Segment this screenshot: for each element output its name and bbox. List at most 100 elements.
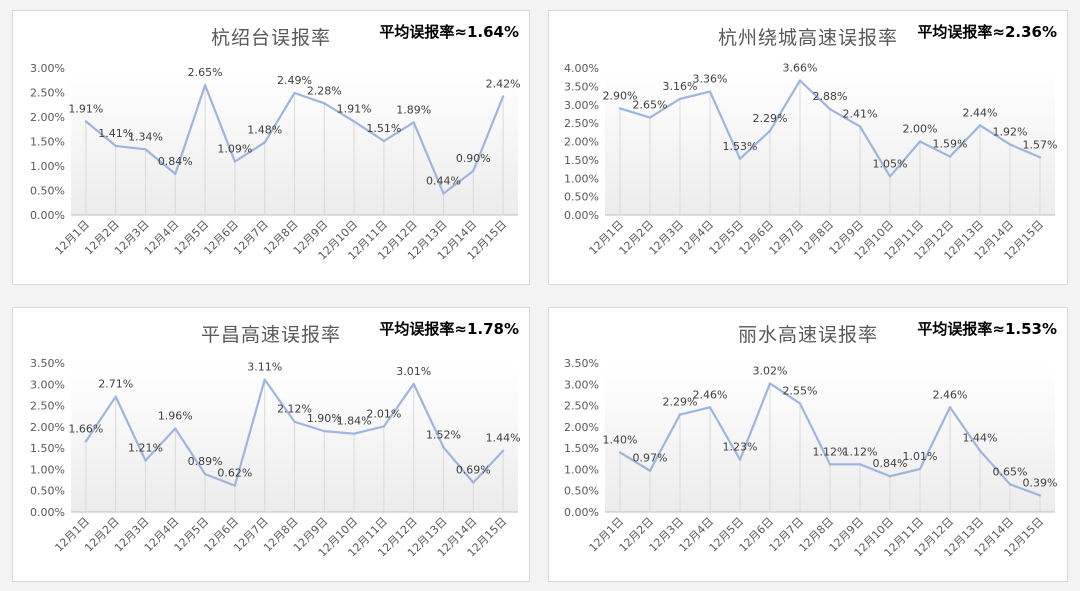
y-tick-label: 1.00% — [30, 463, 65, 476]
y-tick-label: 3.00% — [564, 378, 599, 391]
data-label: 0.97% — [633, 452, 668, 465]
data-label: 1.48% — [247, 123, 282, 136]
data-label: 1.51% — [366, 122, 401, 135]
data-label: 1.66% — [68, 422, 103, 435]
data-label: 1.44% — [963, 432, 998, 445]
data-label: 1.34% — [128, 130, 163, 143]
data-label: 2.55% — [783, 384, 818, 397]
data-point — [708, 90, 712, 93]
y-tick-label: 0.00% — [30, 209, 65, 222]
data-point — [233, 160, 237, 163]
data-label: 1.92% — [993, 125, 1028, 138]
chart-panel-pingchang: 平昌高速误报率 平均误报率≈1.78% 0.00% 0.50% 1.00% 1.50%… — [12, 307, 530, 582]
data-label: 1.84% — [337, 415, 372, 428]
chart-title: 杭绍台误报率 — [210, 27, 331, 49]
data-label: 2.28% — [307, 84, 342, 97]
data-point — [798, 402, 802, 405]
data-point — [472, 481, 475, 484]
data-label: 2.42% — [486, 77, 521, 90]
data-point — [1008, 483, 1012, 486]
data-point — [888, 475, 892, 478]
data-label: 2.88% — [813, 90, 848, 103]
data-label: 2.46% — [933, 388, 968, 401]
y-tick-label: 1.50% — [30, 136, 65, 149]
chart-panel-hangzhou-ring: 杭州绕城高速误报率 平均误报率≈2.36% 0.00% 0.50% 1.00% 1.5… — [548, 10, 1068, 285]
data-label: 2.29% — [663, 396, 698, 409]
data-label: 1.09% — [217, 143, 252, 156]
data-point — [648, 116, 652, 119]
data-point — [978, 124, 982, 127]
data-label: 2.71% — [98, 378, 133, 391]
data-label: 3.66% — [783, 61, 818, 74]
data-point — [648, 469, 652, 472]
data-label: 1.21% — [128, 441, 163, 454]
data-label: 0.69% — [456, 464, 491, 477]
y-tick-label: 0.50% — [30, 485, 65, 498]
data-label: 2.90% — [603, 89, 638, 102]
data-point — [768, 382, 772, 385]
data-point — [442, 192, 445, 195]
data-label: 1.53% — [723, 140, 758, 153]
data-point — [1038, 494, 1042, 497]
line-chart: 0.00% 0.50% 1.00% 1.50% 2.00% 2.50% 3.00% 3.50%… — [564, 61, 1057, 262]
y-tick-label: 3.00% — [564, 99, 599, 112]
data-label: 1.41% — [98, 127, 133, 140]
y-tick-label: 3.00% — [30, 62, 65, 75]
y-tick-label: 2.50% — [30, 87, 65, 100]
chart-panel-hangshaotai: 杭绍台误报率 平均误报率≈1.64% 0.00% 0.50% 1.00% 1.50% 2… — [12, 10, 530, 285]
data-point — [918, 140, 922, 143]
data-label: 3.36% — [693, 73, 728, 86]
data-point — [618, 107, 622, 110]
data-point — [858, 125, 862, 128]
data-label: 0.39% — [1023, 476, 1058, 489]
average-annotation: 平均误报率≈1.53% — [917, 320, 1057, 338]
data-point — [144, 148, 147, 151]
data-point — [678, 413, 682, 416]
data-point — [412, 382, 415, 386]
data-label: 0.65% — [993, 465, 1028, 478]
data-point — [84, 440, 88, 443]
data-point — [293, 91, 296, 95]
data-label: 1.96% — [158, 410, 193, 423]
data-label: 0.89% — [188, 455, 223, 468]
data-point — [293, 420, 296, 423]
data-point — [352, 120, 356, 123]
average-annotation: 平均误报率≈1.78% — [379, 320, 519, 338]
y-tick-label: 2.50% — [30, 400, 65, 413]
chart-panel-lishui: 丽水高速误报率 平均误报率≈1.53% 0.00% 0.50% 1.00% 1.50%… — [548, 307, 1068, 582]
data-label: 2.65% — [188, 66, 223, 79]
data-point — [1038, 156, 1042, 159]
data-label: 0.62% — [217, 467, 252, 480]
data-label: 0.84% — [873, 457, 908, 470]
data-point — [412, 121, 415, 124]
data-point — [678, 97, 682, 101]
data-label: 1.90% — [307, 412, 342, 425]
data-point — [798, 79, 802, 82]
y-tick-label: 1.00% — [564, 172, 599, 185]
line-chart: 0.00% 0.50% 1.00% 1.50% 2.00% 2.50% 3.00% 3.50%… — [564, 357, 1058, 559]
data-point — [114, 395, 117, 398]
data-label: 3.01% — [396, 365, 431, 378]
data-label: 3.02% — [753, 364, 788, 377]
y-tick-label: 0.00% — [564, 209, 599, 222]
data-label: 1.59% — [933, 138, 968, 151]
y-tick-label: 2.50% — [564, 400, 599, 413]
data-point — [84, 120, 88, 123]
data-label: 3.11% — [247, 361, 282, 374]
y-tick-label: 2.00% — [30, 111, 65, 124]
y-tick-label: 3.50% — [564, 357, 599, 370]
data-point — [828, 107, 832, 111]
data-point — [472, 169, 475, 173]
y-tick-label: 0.00% — [564, 506, 599, 519]
average-annotation: 平均误报率≈2.36% — [917, 23, 1057, 41]
y-tick-label: 1.00% — [564, 463, 599, 476]
data-label: 1.05% — [873, 157, 908, 170]
data-point — [1008, 143, 1012, 146]
y-tick-label: 3.00% — [30, 378, 65, 391]
y-tick-label: 1.50% — [30, 442, 65, 455]
y-tick-label: 2.00% — [564, 421, 599, 434]
data-point — [323, 429, 326, 433]
data-label: 1.01% — [903, 450, 938, 463]
data-label: 3.16% — [663, 80, 698, 93]
data-point — [738, 157, 742, 160]
